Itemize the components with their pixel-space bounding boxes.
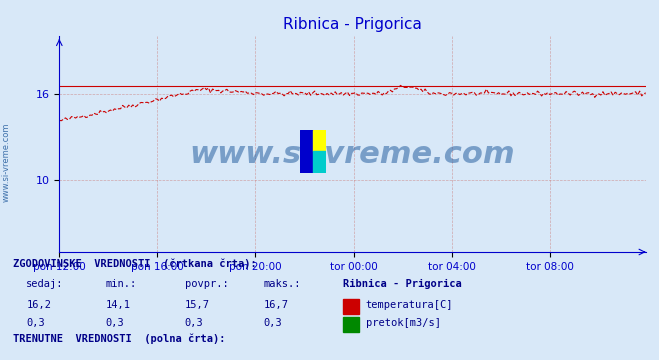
Bar: [313, 130, 326, 151]
Text: www.si-vreme.com: www.si-vreme.com: [190, 140, 515, 169]
Title: Ribnica - Prigorica: Ribnica - Prigorica: [283, 17, 422, 32]
Text: maks.:: maks.:: [264, 279, 301, 289]
Text: pretok[m3/s]: pretok[m3/s]: [366, 318, 441, 328]
Text: 0,3: 0,3: [185, 318, 203, 328]
Text: povpr.:: povpr.:: [185, 279, 228, 289]
Bar: [343, 298, 359, 314]
Text: 16,2: 16,2: [26, 300, 51, 310]
Text: 0,3: 0,3: [26, 318, 45, 328]
Text: TRENUTNE  VREDNOSTI  (polna črta):: TRENUTNE VREDNOSTI (polna črta):: [13, 333, 225, 344]
Text: 0,3: 0,3: [105, 318, 124, 328]
Text: 0,3: 0,3: [264, 318, 282, 328]
Text: sedaj:: sedaj:: [26, 279, 64, 289]
Text: www.si-vreme.com: www.si-vreme.com: [2, 122, 11, 202]
Text: 15,7: 15,7: [185, 300, 210, 310]
Text: 14,1: 14,1: [105, 300, 130, 310]
Text: 16,7: 16,7: [264, 300, 289, 310]
Bar: [313, 151, 326, 173]
Text: ZGODOVINSKE  VREDNOSTI  (črtkana črta):: ZGODOVINSKE VREDNOSTI (črtkana črta):: [13, 259, 257, 269]
Bar: [300, 130, 313, 173]
Text: temperatura[C]: temperatura[C]: [366, 300, 453, 310]
Text: Ribnica - Prigorica: Ribnica - Prigorica: [343, 279, 461, 289]
Bar: [343, 317, 359, 332]
Text: min.:: min.:: [105, 279, 136, 289]
